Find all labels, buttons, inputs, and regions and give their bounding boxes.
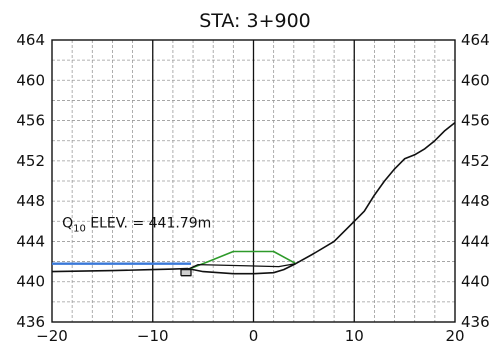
y-tick-label-left: 440	[16, 273, 45, 291]
y-tick-label-left: 444	[16, 232, 45, 250]
plot-frame	[51, 39, 456, 323]
x-tick-label: 20	[445, 327, 464, 345]
y-tick-label-left: 452	[16, 152, 45, 170]
y-tick-label-right: 460	[461, 71, 490, 89]
annotation-text: ELEV. = 441.79m	[86, 215, 211, 231]
embankment-base-line	[184, 262, 296, 272]
y-tick-label-right: 452	[461, 152, 490, 170]
y-tick-label-right: 456	[461, 112, 490, 130]
annotation-subscript: 10	[73, 223, 86, 234]
y-tick-label-left: 448	[16, 192, 45, 210]
structure-block	[180, 268, 192, 277]
y-tick-label-left: 436	[16, 313, 45, 331]
y-tick-label-right: 436	[461, 313, 490, 331]
annotation-prefix: Q	[62, 215, 73, 231]
y-tick-label-left: 456	[16, 112, 45, 130]
major-grid	[152, 40, 355, 322]
x-tick-label: 0	[249, 327, 259, 345]
ground-profile-line	[51, 121, 456, 275]
x-tick-label: 10	[345, 327, 364, 345]
x-tick-label: −10	[137, 327, 169, 345]
water-elevation-label: Q10 ELEV. = 441.79m	[62, 215, 211, 234]
chart-title: STA: 3+900	[199, 10, 311, 32]
y-tick-label-left: 460	[16, 71, 45, 89]
x-tick-label: −20	[36, 327, 68, 345]
series-group	[51, 121, 456, 277]
embankment-line	[184, 250, 297, 272]
y-tick-label-left: 464	[16, 31, 45, 49]
y-tick-label-right: 440	[461, 273, 490, 291]
y-tick-label-right: 464	[461, 31, 490, 49]
y-tick-label-right: 444	[461, 232, 490, 250]
tick-labels: −20 −10 0 10 2043644044444845245646046443644…	[16, 31, 489, 345]
y-tick-label-right: 448	[461, 192, 490, 210]
